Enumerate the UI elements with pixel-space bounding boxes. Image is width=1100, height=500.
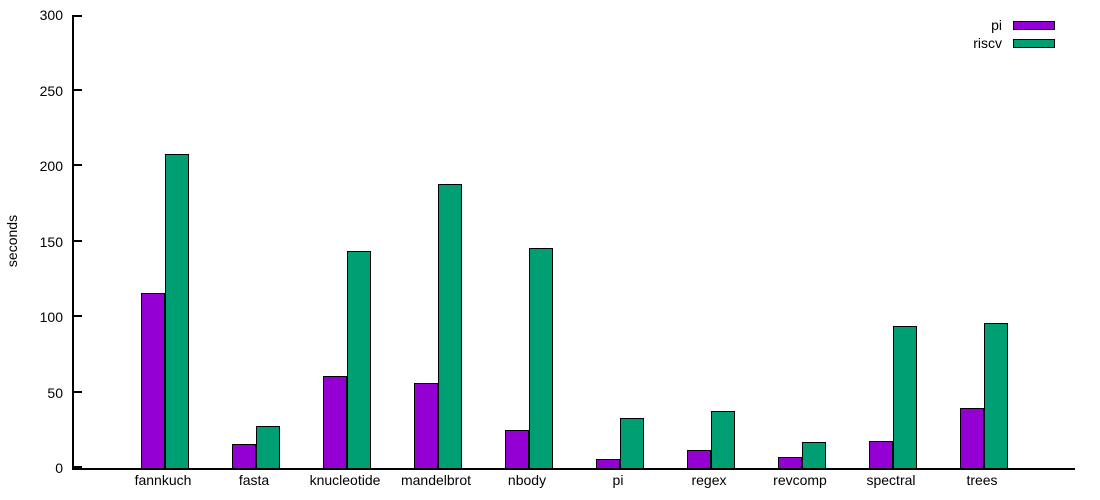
x-tick-label-knucleotide: knucleotide [309, 472, 381, 488]
bar-pi-mandelbrot [414, 383, 438, 468]
legend-swatch-riscv [1013, 38, 1055, 48]
bar-pi-fasta [232, 443, 256, 468]
y-tick-label-100: 100 [39, 309, 63, 325]
x-tick-label-spectral: spectral [866, 472, 916, 488]
y-tick-0 [74, 466, 82, 468]
legend-item-pi: pi [973, 16, 1055, 34]
y-tick-50 [74, 390, 82, 393]
x-tick-label-pi: pi [612, 472, 624, 488]
y-tick-150 [74, 239, 82, 242]
bar-pi-knucleotide [323, 375, 347, 468]
bar-pi-spectral [869, 440, 893, 468]
bar-riscv-nbody [529, 247, 553, 468]
bar-riscv-trees [984, 323, 1008, 468]
y-tick-label-150: 150 [39, 233, 63, 250]
x-axis-tick-labels: fannkuch fasta knucleotide mandelbrot nbody p… [72, 472, 1073, 492]
y-tick-200 [74, 164, 82, 166]
x-tick-label-trees: trees [966, 472, 998, 488]
legend-label-pi: pi [991, 17, 1002, 33]
x-tick-label-fannkuch: fannkuch [134, 472, 192, 488]
bar-pi-trees [960, 407, 984, 468]
bar-riscv-pi [620, 418, 644, 468]
bar-pi-nbody [505, 430, 529, 468]
y-tick-250 [74, 88, 82, 91]
legend-item-riscv: riscv [973, 34, 1055, 52]
x-tick-label-nbody: nbody [507, 472, 547, 488]
y-tick-label-200: 200 [39, 158, 63, 174]
y-tick-label-0: 0 [55, 460, 63, 476]
x-tick-label-fasta: fasta [238, 472, 270, 488]
x-tick-label-revcomp: revcomp [773, 472, 827, 488]
bar-riscv-regex [711, 410, 735, 468]
y-tick-label-300: 300 [39, 7, 63, 23]
bar-riscv-mandelbrot [438, 184, 462, 468]
y-axis-tick-labels: 0 50 100 150 200 250 300 [0, 7, 63, 476]
bar-pi-regex [687, 449, 711, 468]
legend: pi riscv [973, 16, 1055, 52]
y-tick-300 [74, 15, 82, 17]
bar-pi-pi [596, 458, 620, 468]
bar-riscv-knucleotide [347, 250, 371, 468]
bar-pi-fannkuch [141, 292, 165, 468]
y-tick-label-250: 250 [39, 82, 63, 99]
bar-riscv-fasta [256, 425, 280, 468]
bar-riscv-fannkuch [165, 153, 189, 468]
y-tick-100 [74, 315, 82, 317]
bar-riscv-spectral [893, 326, 917, 468]
bar-riscv-revcomp [802, 442, 826, 468]
plot-area [72, 15, 1075, 470]
bar-pi-revcomp [778, 457, 802, 468]
legend-label-riscv: riscv [973, 35, 1002, 51]
x-tick-label-regex: regex [691, 472, 727, 488]
y-tick-label-50: 50 [47, 384, 63, 401]
x-tick-label-mandelbrot: mandelbrot [400, 472, 472, 488]
legend-swatch-pi [1013, 20, 1055, 30]
